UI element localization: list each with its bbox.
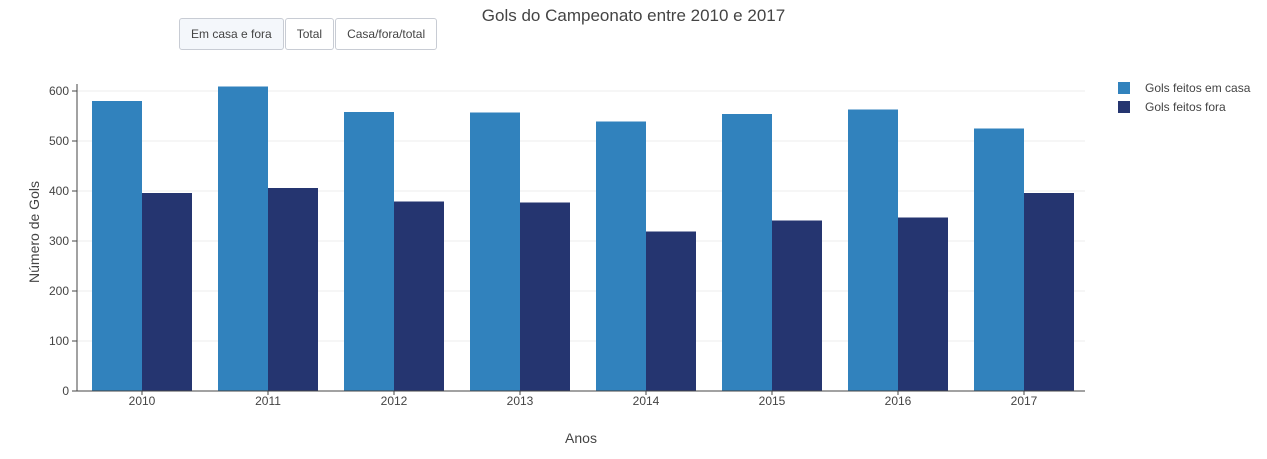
total-button[interactable]: Total	[284, 18, 335, 50]
x-tick-label: 2014	[633, 394, 660, 408]
y-tick-label: 0	[62, 384, 69, 398]
bar-away[interactable]	[142, 193, 192, 391]
legend-swatch-away	[1118, 100, 1130, 113]
bar-away[interactable]	[394, 201, 444, 392]
y-tick-label: 200	[49, 284, 69, 298]
legend-label-away: Gols feitos fora	[1145, 99, 1226, 114]
bar-home[interactable]	[344, 112, 394, 391]
legend-item-home[interactable]: Gols feitos em casa	[1118, 78, 1250, 97]
y-axis-label: Número de Gols	[26, 181, 42, 283]
x-axis-label: Anos	[565, 430, 597, 446]
bar-away[interactable]	[772, 220, 822, 392]
bar-home[interactable]	[470, 112, 520, 392]
view-toggle-buttons: Em casa e fora Total Casa/fora/total	[179, 18, 438, 50]
x-tick-label: 2011	[255, 394, 281, 408]
bar-home[interactable]	[92, 101, 142, 391]
home-away-total-button[interactable]: Casa/fora/total	[335, 18, 438, 50]
legend-swatch-home	[1118, 81, 1130, 94]
bars	[92, 86, 1074, 392]
legend: Gols feitos em casa Gols feitos fora	[1118, 78, 1250, 116]
bar-home[interactable]	[596, 121, 646, 392]
y-tick-label: 600	[49, 84, 69, 98]
legend-item-away[interactable]: Gols feitos fora	[1118, 97, 1250, 116]
bar-away[interactable]	[268, 188, 318, 391]
y-tick-label: 400	[49, 184, 69, 198]
bar-away[interactable]	[646, 231, 696, 392]
bar-home[interactable]	[974, 128, 1024, 392]
y-tick-label: 300	[49, 234, 69, 248]
legend-label-home: Gols feitos em casa	[1145, 80, 1251, 95]
bar-home[interactable]	[722, 114, 772, 391]
x-tick-label: 2016	[885, 394, 912, 408]
x-tick-label: 2012	[381, 394, 408, 408]
chart-title: Gols do Campeonato entre 2010 e 2017	[481, 6, 786, 25]
y-tick-label: 500	[49, 134, 69, 148]
x-tick-label: 2015	[759, 394, 786, 408]
bar-away[interactable]	[898, 217, 948, 392]
x-tick-label: 2017	[1011, 394, 1038, 408]
home-away-button[interactable]: Em casa e fora	[179, 18, 284, 50]
y-tick-label: 100	[49, 334, 69, 348]
bar-away[interactable]	[1024, 193, 1074, 391]
axes: 0 100 200 300 400 500 600 2010 2011 2012 2013 2014 2…	[49, 84, 1085, 408]
x-tick-label: 2010	[129, 394, 156, 408]
bar-away[interactable]	[520, 202, 570, 392]
bar-home[interactable]	[218, 86, 268, 392]
x-tick-label: 2013	[507, 394, 534, 408]
bar-home[interactable]	[848, 109, 898, 392]
